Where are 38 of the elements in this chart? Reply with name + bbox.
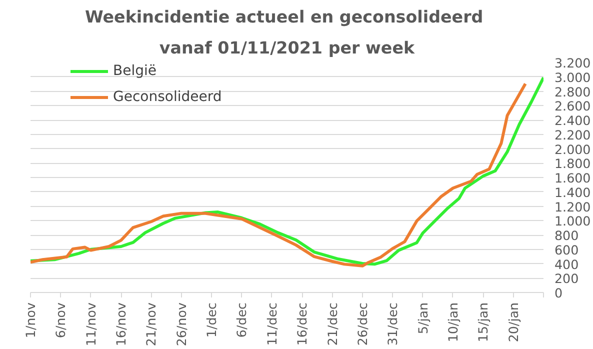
x-tick-label: 16/nov: [114, 302, 129, 346]
y-tick-label: 2.800: [554, 84, 591, 100]
x-tick-label: 21/dec: [324, 302, 340, 346]
y-tick-label: 1.000: [554, 214, 591, 229]
x-tick-label: 11/dec: [264, 302, 280, 346]
x-tick-label: 21/nov: [144, 302, 159, 346]
y-tick-label: 0: [554, 286, 563, 300]
y-tick-label: 1.800: [554, 156, 591, 172]
y-tick-label: 200: [554, 271, 579, 286]
legend-label: Geconsolideerd: [113, 89, 222, 105]
chart-title: Weekincidentie actueel en geconsolideerd: [84, 8, 484, 26]
x-tick-label: 15/jan: [476, 302, 491, 342]
y-tick-label: 600: [554, 242, 579, 258]
x-tick-label: 10/jan: [445, 302, 460, 342]
x-tick-label: 6/nov: [53, 302, 68, 338]
y-tick-label: 2.200: [554, 127, 591, 142]
legend-label: België: [113, 63, 156, 79]
x-tick-label: 26/nov: [174, 302, 189, 346]
y-tick-label: 3.000: [554, 70, 591, 85]
chart-subtitle: vanaf 01/11/2021 per week: [159, 38, 416, 58]
y-tick-label: 2.600: [554, 98, 591, 114]
x-tick-label: 20/jan: [506, 302, 521, 342]
x-tick-label: 31/dec: [385, 302, 400, 346]
y-tick-label: 1.200: [554, 199, 591, 214]
y-tick-label: 800: [554, 228, 579, 243]
y-tick-label: 400: [554, 256, 579, 272]
x-tick-label: 1/dec: [204, 302, 220, 338]
y-tick-label: 2.000: [554, 142, 591, 157]
x-tick-label: 5/jan: [415, 302, 430, 334]
x-tick-label: 11/nov: [83, 302, 98, 346]
y-tick-label: 3.200: [554, 56, 591, 70]
x-tick-label: 26/dec: [354, 302, 370, 346]
y-tick-label: 1.400: [554, 184, 591, 200]
x-tick-label: 1/nov: [23, 302, 38, 338]
x-tick-label: 6/dec: [234, 302, 250, 338]
y-tick-label: 2.400: [554, 113, 591, 128]
y-tick-label: 1.600: [554, 170, 591, 186]
x-tick-label: 16/dec: [294, 302, 310, 346]
